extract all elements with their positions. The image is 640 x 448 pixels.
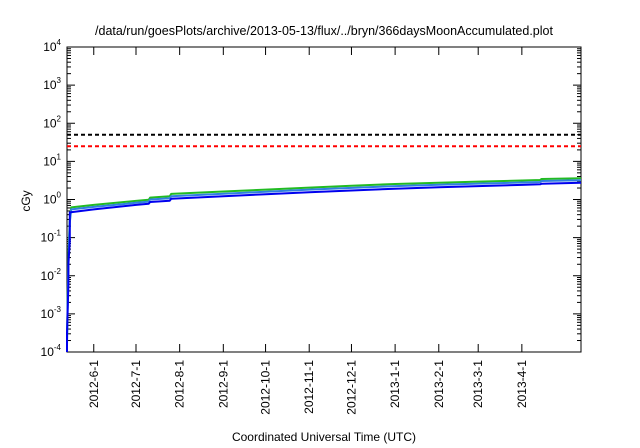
y-tick-label: 100: [43, 191, 61, 207]
x-tick-label: 2012-7-1: [129, 360, 143, 408]
y-tick-label: 10-1: [41, 229, 62, 245]
x-tick-label: 2012-11-1: [302, 360, 316, 414]
y-tick-label: 10-4: [41, 343, 62, 359]
chart-title: /data/run/goesPlots/archive/2013-05-13/f…: [95, 24, 553, 38]
y-tick-label: 104: [43, 38, 61, 54]
x-tick-label: 2012-9-1: [216, 360, 230, 408]
y-axis-label: cGy: [19, 190, 33, 211]
series-line-3: [66, 181, 582, 352]
x-tick-label: 2013-3-1: [471, 360, 485, 408]
y-tick-label: 10-3: [41, 305, 62, 321]
x-tick-label: 2012-10-1: [259, 360, 273, 415]
x-tick-label: 2012-12-1: [344, 360, 358, 415]
series-line-2: [66, 179, 582, 346]
x-tick-label: 2013-2-1: [432, 360, 446, 408]
plot-area: 10-4 10-3 10-2 10-1 100 101 102 103 104 2012-6-1 2…: [41, 38, 582, 415]
x-axis-label: Coordinated Universal Time (UTC): [232, 430, 416, 444]
y-tick-label: 10-2: [41, 267, 62, 283]
series-line-1: [66, 177, 582, 341]
x-tick-label: 2012-6-1: [87, 360, 101, 408]
y-tick-label: 103: [43, 76, 61, 92]
x-tick-label: 2012-8-1: [173, 360, 187, 408]
y-tick-label: 102: [43, 114, 61, 130]
y-tick-label: 101: [43, 152, 61, 168]
x-tick-label: 2013-1-1: [388, 360, 402, 408]
x-tick-label: 2013-4-1: [515, 360, 529, 408]
